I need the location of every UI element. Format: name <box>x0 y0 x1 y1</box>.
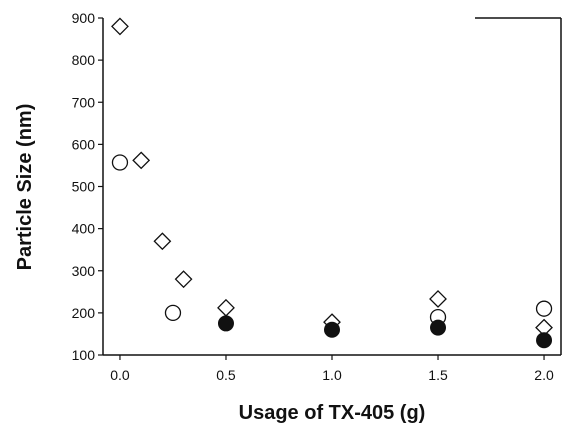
filled-circle-data-point <box>324 321 340 338</box>
y-axis-title: Particle Size (nm) <box>14 104 36 271</box>
x-tick-label: 0.5 <box>216 367 236 383</box>
x-tick-label: 1.5 <box>428 367 448 383</box>
diamond-data-point <box>174 270 193 289</box>
open-circle-data-point <box>535 300 553 317</box>
y-tick-label: 600 <box>72 136 96 152</box>
open-circle-data-point <box>164 304 182 322</box>
x-axis-title: Usage of TX-405 (g) <box>239 402 426 424</box>
x-tick-label: 2.0 <box>534 367 554 383</box>
y-tick-label: 300 <box>72 263 96 279</box>
y-tick-label: 100 <box>72 347 96 363</box>
x-tick-label: 1.0 <box>322 367 342 383</box>
y-tick-label: 900 <box>72 10 96 26</box>
filled-circle-data-point <box>536 332 553 349</box>
y-tick-label: 700 <box>72 94 96 110</box>
data-points <box>111 17 553 349</box>
x-tick-label: 0.0 <box>110 367 130 383</box>
diamond-data-point <box>111 17 129 36</box>
x-axis-ticks: 0.0 0.5 1.0 1.5 2.0 <box>110 355 554 383</box>
open-circle-data-point <box>111 154 129 171</box>
y-axis-ticks: 100 200 300 400 500 600 700 800 900 <box>72 10 103 363</box>
diamond-data-point <box>153 232 172 251</box>
y-tick-label: 200 <box>72 305 96 321</box>
filled-circle-data-point <box>217 315 234 332</box>
diamond-data-point <box>429 290 447 308</box>
plot-area <box>102 17 562 356</box>
y-tick-label: 500 <box>72 179 96 195</box>
y-tick-label: 400 <box>72 221 96 237</box>
diamond-data-point <box>217 298 235 317</box>
filled-circle-data-point <box>430 319 447 336</box>
y-tick-label: 800 <box>72 52 96 68</box>
diamond-data-point <box>132 151 151 170</box>
